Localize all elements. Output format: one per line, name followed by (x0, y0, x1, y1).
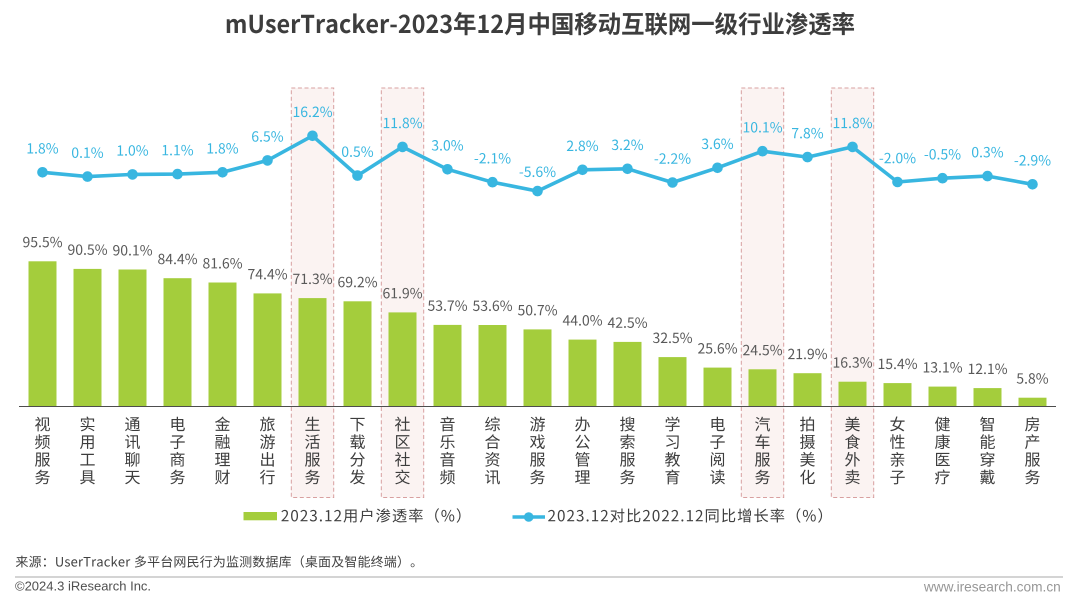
svg-text:www.iresearch.com.cn: www.iresearch.com.cn (923, 579, 1061, 594)
svg-text:©2024.3 iResearch Inc.: ©2024.3 iResearch Inc. (15, 579, 151, 594)
